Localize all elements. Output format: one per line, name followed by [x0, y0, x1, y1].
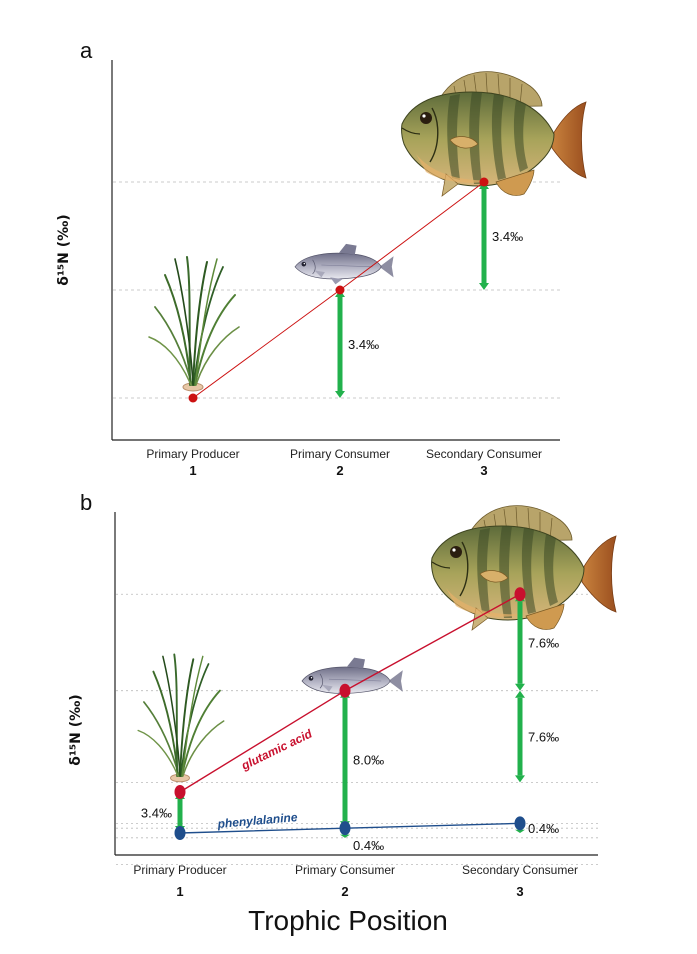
- seagrass-icon: [137, 653, 225, 783]
- panel-a-categories: Primary Producer 1 Primary Consumer 2 Se…: [146, 447, 542, 478]
- tick-number-1: 1: [189, 463, 196, 478]
- data-point: [335, 285, 345, 295]
- panel-a-label: a: [80, 38, 93, 63]
- delta-arrow-head-down: [479, 283, 489, 290]
- delta-arrow: [340, 690, 350, 829]
- delta-label: 7.6‰: [528, 730, 559, 745]
- delta-arrow: [335, 290, 345, 398]
- tick-label-primary-producer: Primary Producer: [133, 863, 226, 877]
- seagrass-icon: [148, 256, 240, 392]
- delta-label: 3.4‰: [348, 337, 379, 352]
- data-point-glutamic-acid: [339, 683, 351, 698]
- minnow-icon: [301, 657, 404, 700]
- data-point-phenylalanine: [339, 821, 351, 836]
- delta-arrow-head-down: [340, 834, 350, 838]
- delta-arrow-head-down: [515, 775, 525, 783]
- panel-b-y-label: δ¹⁵N (‰): [68, 694, 84, 765]
- data-point-glutamic-acid: [514, 587, 526, 602]
- panel-a-y-label: δ¹⁵N (‰): [56, 214, 72, 285]
- delta-arrow-head-down: [515, 829, 525, 833]
- data-point-phenylalanine: [514, 816, 526, 831]
- x-axis-title: Trophic Position: [248, 905, 448, 936]
- panel-b: b δ¹⁵N (‰) 3.4‰8.0‰0.4‰7.6‰7.6‰0.4‰ glut…: [68, 490, 617, 936]
- tick-label-secondary-consumer: Secondary Consumer: [462, 863, 578, 877]
- data-point: [188, 393, 198, 403]
- tick-label-primary-consumer: Primary Consumer: [290, 447, 390, 461]
- sunfish-icon: [430, 504, 617, 631]
- delta-label: 7.6‰: [528, 635, 559, 650]
- sunfish-icon: [400, 70, 587, 197]
- delta-label: 3.4‰: [492, 229, 523, 244]
- panel-a-marks: 3.4‰ 3.4‰: [188, 177, 523, 403]
- delta-arrow: [479, 182, 489, 290]
- delta-label: 0.4‰: [528, 821, 559, 836]
- tick-label-primary-consumer: Primary Consumer: [295, 863, 395, 877]
- tick-number-1: 1: [176, 884, 183, 899]
- delta-label: 8.0‰: [353, 752, 384, 767]
- data-point-phenylalanine: [174, 826, 186, 840]
- delta-arrow-head-down: [515, 683, 525, 691]
- panel-b-marks: 3.4‰ 8.0‰ 0.4‰ 7.6‰ 7.6‰ 0.4‰: [141, 587, 559, 853]
- delta-arrow-head-up: [515, 690, 525, 698]
- tick-label-primary-producer: Primary Producer: [146, 447, 239, 461]
- tick-number-2: 2: [336, 463, 343, 478]
- tick-number-2: 2: [341, 884, 348, 899]
- minnow-icon: [294, 243, 394, 285]
- data-point-glutamic-acid: [174, 785, 186, 799]
- data-point: [479, 177, 489, 187]
- panel-b-categories: Primary Producer 1 Primary Consumer 2 Se…: [133, 863, 578, 899]
- tick-number-3: 3: [516, 884, 523, 899]
- delta-label: 3.4‰: [141, 806, 172, 821]
- tick-label-secondary-consumer: Secondary Consumer: [426, 447, 542, 461]
- tick-number-3: 3: [480, 463, 487, 478]
- panel-b-label: b: [80, 490, 92, 515]
- delta-arrow: [515, 690, 525, 783]
- delta-arrow-head-down: [335, 391, 345, 398]
- delta-label: 0.4‰: [353, 838, 384, 853]
- panel-a: a δ¹⁵N (‰) 3.4‰ 3.4‰ Primary Producer 1 P…: [56, 38, 587, 478]
